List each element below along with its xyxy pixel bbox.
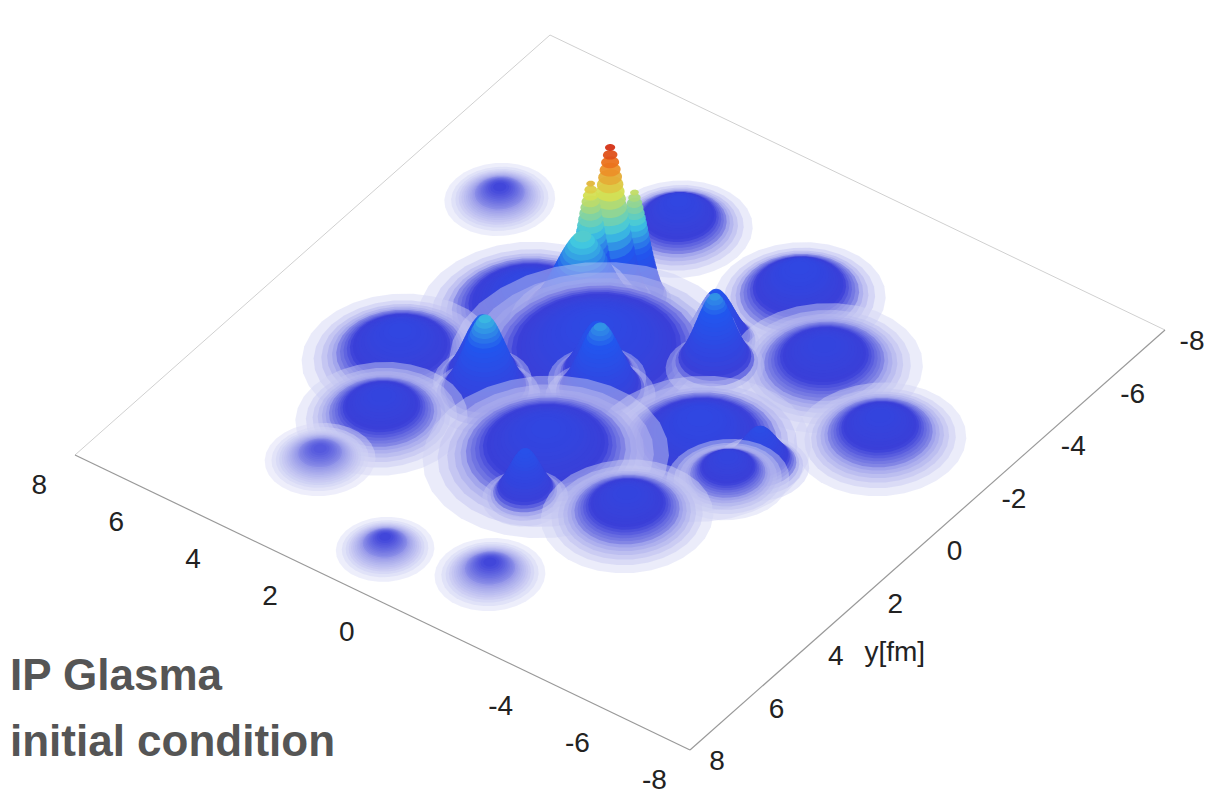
svg-text:-6: -6 [565,727,590,758]
svg-text:-4: -4 [1061,430,1086,461]
svg-text:IP Glasma: IP Glasma [10,650,223,699]
svg-text:y[fm]: y[fm] [864,636,925,667]
svg-text:-8: -8 [642,764,667,795]
svg-text:initial condition: initial condition [10,716,335,765]
svg-text:2: 2 [887,588,903,619]
svg-text:6: 6 [769,693,785,724]
svg-text:6: 6 [108,506,124,537]
svg-text:-8: -8 [1180,325,1205,356]
svg-text:4: 4 [185,543,201,574]
svg-text:-4: -4 [488,690,513,721]
svg-text:-2: -2 [1001,483,1026,514]
svg-text:0: 0 [339,616,355,647]
svg-text:-6: -6 [1120,378,1145,409]
svg-text:0: 0 [947,535,963,566]
svg-text:2: 2 [262,580,278,611]
svg-text:8: 8 [709,745,725,776]
svg-text:8: 8 [32,469,48,500]
svg-text:4: 4 [828,640,844,671]
